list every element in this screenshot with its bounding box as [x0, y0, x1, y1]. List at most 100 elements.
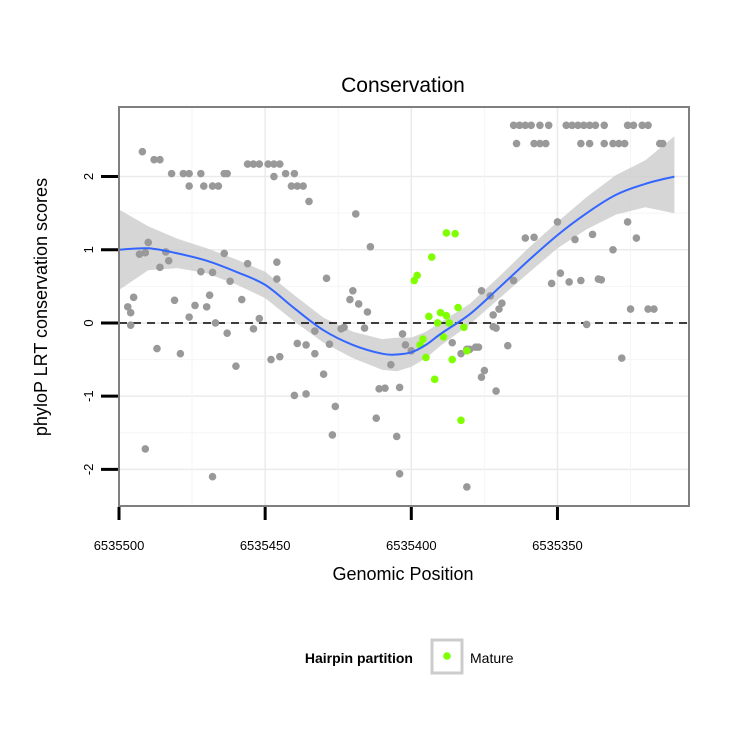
point-other — [237, 295, 246, 304]
point-other — [197, 267, 205, 276]
point-other — [319, 370, 328, 379]
point-mature — [442, 311, 451, 320]
point-other — [199, 182, 208, 190]
legend-title: Hairpin partition — [305, 650, 413, 666]
point-other — [553, 218, 562, 226]
point-other — [220, 249, 229, 258]
point-other — [492, 387, 500, 395]
point-other — [398, 330, 407, 338]
point-other — [351, 210, 360, 218]
panel-border — [118, 106, 690, 507]
point-other — [609, 245, 617, 254]
point-other — [544, 121, 553, 130]
point-other — [623, 121, 632, 130]
point-other — [290, 391, 299, 400]
point-other — [202, 303, 211, 311]
point-other — [620, 139, 629, 148]
point-other — [600, 139, 609, 148]
point-other — [521, 234, 530, 242]
point-other — [144, 238, 153, 247]
x-axis: 6535500 6535450 6535400 6535350 — [94, 507, 583, 553]
point-other — [208, 268, 217, 277]
point-other — [541, 139, 550, 148]
point-other — [170, 296, 179, 305]
point-other — [588, 230, 597, 239]
point-other — [208, 472, 217, 481]
point-mature — [439, 333, 448, 341]
point-other — [521, 121, 530, 130]
point-other — [191, 301, 199, 310]
point-other — [536, 121, 544, 130]
point-other — [530, 139, 538, 148]
point-other — [349, 286, 357, 295]
point-other — [176, 349, 185, 358]
point-mature — [448, 355, 457, 364]
point-other — [363, 308, 372, 316]
point-other — [577, 276, 585, 285]
plot-panel — [118, 106, 690, 507]
legend-label-mature: Mature — [470, 650, 514, 666]
point-other — [577, 139, 585, 148]
point-other — [138, 147, 147, 156]
point-other — [179, 169, 188, 178]
point-other — [585, 139, 594, 148]
point-other — [150, 155, 158, 164]
y-tick-label: 0 — [81, 319, 96, 326]
point-other — [185, 169, 193, 178]
x-axis-label: Genomic Position — [332, 564, 473, 584]
point-other — [311, 327, 319, 335]
point-other — [565, 278, 573, 286]
point-other — [632, 234, 641, 242]
point-other — [527, 121, 535, 130]
x-tick-label: 6535400 — [386, 538, 437, 553]
point-mature — [436, 308, 445, 317]
point-other — [273, 275, 281, 283]
point-other — [582, 320, 591, 329]
point-other — [615, 139, 623, 148]
point-other — [126, 321, 135, 329]
point-other — [574, 121, 582, 130]
point-other — [135, 250, 144, 258]
y-axis: -2 -1 0 1 2 — [81, 173, 118, 475]
point-other — [375, 385, 383, 393]
point-other — [214, 182, 223, 190]
point-other — [591, 121, 600, 130]
point-other — [293, 182, 302, 190]
point-other — [477, 286, 486, 295]
point-other — [243, 259, 252, 268]
point-other — [164, 256, 173, 265]
point-other — [255, 160, 264, 168]
point-other — [489, 311, 497, 319]
point-other — [597, 275, 606, 284]
point-other — [270, 160, 278, 168]
point-other — [211, 319, 220, 327]
point-other — [302, 341, 310, 349]
smooth-trend-line — [118, 175, 675, 356]
point-other — [273, 258, 281, 267]
point-other — [600, 121, 609, 130]
point-other — [629, 121, 638, 130]
point-other — [644, 121, 652, 130]
point-other — [638, 121, 647, 130]
point-other — [223, 329, 231, 338]
point-other — [495, 305, 503, 313]
point-other — [281, 169, 290, 178]
point-mature — [413, 271, 421, 280]
point-mature — [442, 229, 451, 237]
point-other — [205, 291, 214, 299]
point-other — [547, 279, 556, 288]
point-other — [249, 160, 258, 168]
point-other — [346, 295, 354, 304]
point-other — [392, 432, 401, 441]
point-other — [463, 483, 471, 491]
point-other — [305, 197, 313, 206]
x-tick-label: 6535450 — [240, 538, 291, 553]
y-axis-label: phyloP LRT conservation scores — [31, 178, 51, 436]
point-other — [387, 360, 395, 369]
point-other — [395, 469, 404, 478]
point-other — [340, 323, 348, 332]
point-other — [360, 324, 369, 332]
point-other — [562, 121, 571, 130]
point-other — [568, 121, 576, 130]
point-other — [275, 352, 284, 361]
